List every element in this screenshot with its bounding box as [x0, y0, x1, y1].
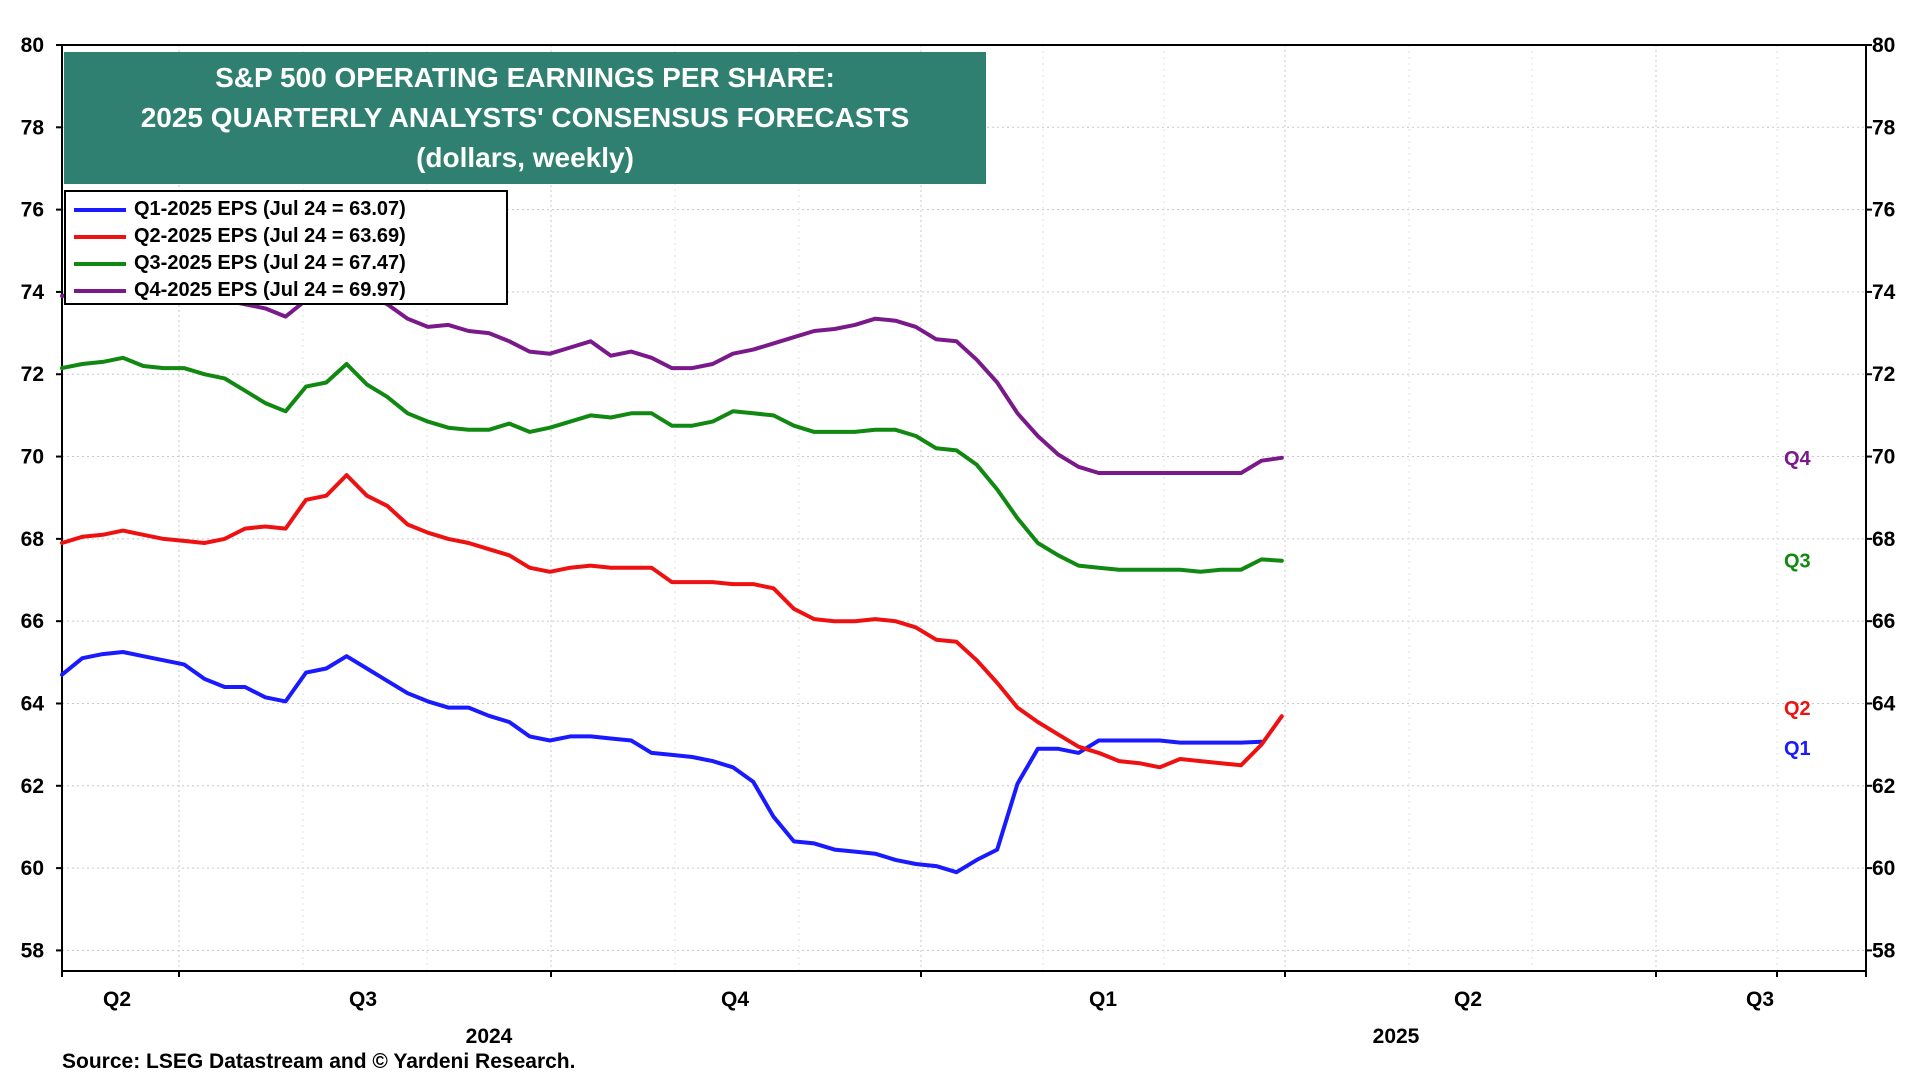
legend-swatch-q4 — [74, 288, 126, 293]
y-tick-label-left: 58 — [21, 939, 45, 962]
legend-swatch-q2 — [74, 234, 126, 239]
end-label-q3: Q3 — [1784, 551, 1811, 573]
y-tick-label-right: 72 — [1872, 363, 1895, 386]
y-tick-label-left: 62 — [21, 775, 44, 798]
legend-item-q4: Q4-2025 EPS (Jul 24 = 69.97) — [74, 277, 506, 304]
y-tick-label-right: 80 — [1872, 34, 1895, 57]
x-quarter-label: Q4 — [721, 988, 749, 1011]
end-labels: Q1 Q2 Q3 Q4 — [1784, 448, 1812, 760]
y-tick-label-left: 80 — [21, 34, 44, 57]
y-tick-label-left: 60 — [21, 857, 44, 880]
x-quarter-label: Q2 — [103, 988, 131, 1011]
legend-swatch-q1 — [74, 207, 126, 212]
y-tick-label-right: 78 — [1872, 116, 1896, 139]
y-tick-label-right: 60 — [1872, 857, 1895, 880]
y-tick-label-right: 64 — [1872, 692, 1896, 715]
end-label-q4: Q4 — [1784, 448, 1812, 470]
x-quarter-label: Q3 — [349, 988, 377, 1011]
y-tick-label-left: 64 — [21, 692, 45, 715]
y-tick-label-left: 68 — [21, 528, 45, 551]
x-ticks: Q2 Q3 Q4 Q1 Q2 Q3 2024 2025 — [61, 971, 1867, 1048]
series-line-q1 — [60, 650, 1264, 875]
chart-title-box: S&P 500 OPERATING EARNINGS PER SHARE: 20… — [64, 52, 986, 184]
chart-units: (dollars, weekly) — [416, 142, 634, 173]
legend: Q1-2025 EPS (Jul 24 = 63.07) Q2-2025 EPS… — [64, 190, 508, 305]
x-quarter-label: Q3 — [1746, 988, 1774, 1011]
legend-item-q1: Q1-2025 EPS (Jul 24 = 63.07) — [74, 196, 506, 223]
legend-label-q4: Q4-2025 EPS (Jul 24 = 69.97) — [134, 279, 406, 301]
plot-frame — [61, 44, 1867, 972]
x-year-label: 2025 — [1373, 1025, 1420, 1048]
y-tick-label-right: 66 — [1872, 610, 1895, 633]
series-line-q4 — [60, 281, 1284, 475]
y-ticks: 58 58 60 60 62 62 64 64 66 66 68 68 70 70 72 72 74 74 76 76… — [21, 34, 1896, 962]
legend-item-q2: Q2-2025 EPS (Jul 24 = 63.69) — [74, 223, 506, 250]
legend-label-q1: Q1-2025 EPS (Jul 24 = 63.07) — [134, 198, 406, 220]
y-tick-label-left: 66 — [21, 610, 44, 633]
chart-subtitle: 2025 QUARTERLY ANALYSTS' CONSENSUS FOREC… — [140, 102, 910, 133]
legend-item-q3: Q3-2025 EPS (Jul 24 = 67.47) — [74, 250, 506, 277]
y-tick-label-right: 58 — [1872, 939, 1896, 962]
end-label-q1: Q1 — [1784, 738, 1811, 760]
y-tick-label-left: 76 — [21, 199, 44, 222]
y-tick-label-left: 72 — [21, 363, 44, 386]
y-tick-label-right: 62 — [1872, 775, 1895, 798]
series-line-q2 — [60, 473, 1284, 770]
series-line-q3 — [60, 355, 1284, 574]
legend-swatch-q3 — [74, 261, 126, 266]
y-tick-label-right: 70 — [1872, 446, 1895, 469]
legend-label-q2: Q2-2025 EPS (Jul 24 = 63.69) — [134, 225, 406, 247]
x-year-label: 2024 — [466, 1025, 513, 1048]
x-quarter-label: Q1 — [1089, 988, 1117, 1011]
source-note: Source: LSEG Datastream and © Yardeni Re… — [62, 1050, 576, 1073]
legend-label-q3: Q3-2025 EPS (Jul 24 = 67.47) — [134, 252, 406, 274]
y-tick-label-right: 68 — [1872, 528, 1896, 551]
series-lines — [60, 281, 1284, 875]
y-tick-label-left: 74 — [21, 281, 45, 304]
y-tick-label-left: 78 — [21, 116, 45, 139]
end-label-q2: Q2 — [1784, 698, 1811, 720]
x-quarter-label: Q2 — [1454, 988, 1482, 1011]
y-tick-label-left: 70 — [21, 446, 44, 469]
chart-title: S&P 500 OPERATING EARNINGS PER SHARE: — [215, 62, 835, 93]
y-tick-label-right: 76 — [1872, 199, 1895, 222]
y-tick-label-right: 74 — [1872, 281, 1896, 304]
